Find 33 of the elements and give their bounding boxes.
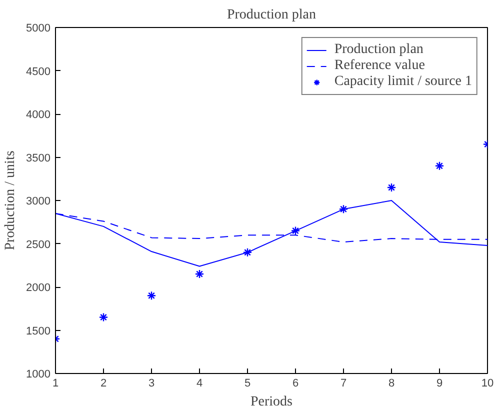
y-tick-label: 2000 [26, 282, 51, 294]
legend-label: Capacity limit / source 1 [334, 74, 472, 90]
y-tick-label: 4500 [26, 66, 51, 78]
y-tick-label: 3000 [26, 196, 51, 208]
legend-label: Reference value [334, 58, 425, 74]
y-axis-title: Production / units [3, 150, 18, 250]
x-tick-label: 7 [340, 378, 347, 390]
point [386, 182, 396, 192]
y-tick-label: 1000 [26, 368, 51, 380]
x-tick-label: 1 [52, 378, 59, 390]
point [338, 204, 348, 214]
point [242, 248, 252, 257]
chart-title: Production plan [226, 8, 316, 22]
y-tick-label: 3500 [26, 152, 51, 164]
x-tick-label: 8 [388, 378, 395, 390]
x-tick-label: 2 [100, 378, 107, 390]
point [290, 226, 300, 236]
y-tick-label: 4000 [26, 109, 51, 121]
legend-label: Production plan [334, 42, 424, 58]
x-tick-label: 10 [481, 378, 494, 390]
x-tick-label: 5 [244, 378, 251, 390]
x-tick-label: 9 [436, 378, 443, 390]
point [434, 161, 444, 170]
y-tick-label: 2500 [26, 238, 51, 251]
point [146, 291, 156, 300]
x-tick-label: 3 [148, 378, 155, 390]
y-tick-label: 5000 [26, 22, 51, 34]
x-tick-label: 4 [196, 378, 203, 390]
x-axis-title: Periods [250, 394, 292, 410]
x-tick-label: 6 [292, 378, 299, 390]
point [98, 312, 108, 322]
y-tick-label: 1500 [26, 325, 51, 338]
point [194, 269, 204, 279]
